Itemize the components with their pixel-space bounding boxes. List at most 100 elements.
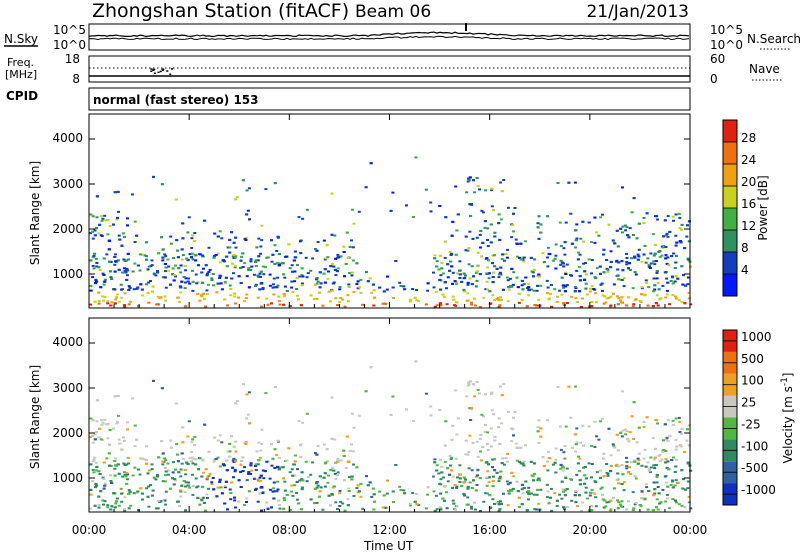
- velocity-point: [254, 488, 257, 491]
- power-point: [487, 277, 491, 280]
- velocity-point: [645, 416, 649, 419]
- power-point: [115, 293, 119, 296]
- velocity-point: [115, 497, 119, 500]
- velocity-point: [287, 447, 291, 450]
- power-point: [519, 242, 523, 245]
- power-point: [331, 282, 335, 285]
- velocity-point: [514, 442, 518, 445]
- power-point: [466, 281, 470, 284]
- power-point: [190, 247, 194, 249]
- power-point: [245, 189, 249, 192]
- velocity-point: [181, 426, 185, 429]
- velocity-point: [359, 495, 363, 498]
- power-point: [554, 254, 558, 257]
- power-point: [335, 270, 339, 273]
- power-point: [260, 239, 264, 242]
- velocity-point: [664, 438, 668, 441]
- velocity-point: [507, 410, 510, 413]
- velocity-point: [553, 461, 557, 464]
- velocity-point: [562, 469, 566, 472]
- velocity-point: [226, 450, 230, 453]
- power-point: [609, 305, 612, 308]
- power-point: [670, 255, 674, 257]
- velocity-point: [98, 427, 102, 430]
- power-point: [133, 220, 137, 223]
- velocity-point: [665, 436, 669, 439]
- velocity-point: [583, 474, 587, 477]
- power-point: [443, 281, 447, 284]
- power-point: [233, 295, 237, 298]
- power-point: [576, 301, 580, 303]
- velocity-point: [331, 493, 334, 496]
- velocity-point: [205, 493, 209, 496]
- power-point: [587, 258, 591, 261]
- power-point: [357, 210, 361, 213]
- power-point: [451, 220, 455, 223]
- velocity-point: [450, 469, 454, 472]
- power-point: [466, 283, 470, 286]
- velocity-point: [445, 491, 448, 494]
- power-point: [164, 299, 168, 302]
- velocity-point: [200, 475, 204, 478]
- power-point: [338, 301, 342, 303]
- velocity-point: [647, 468, 651, 471]
- velocity-point: [671, 486, 675, 489]
- velocity-point: [415, 493, 419, 495]
- velocity-point: [210, 483, 214, 486]
- velocity-point: [643, 448, 647, 451]
- velocity-point: [573, 490, 577, 492]
- power-point: [446, 263, 450, 266]
- power-panel-frame: [88, 113, 691, 309]
- power-point: [290, 264, 294, 267]
- power-point: [671, 215, 675, 218]
- power-point: [244, 239, 248, 241]
- velocity-point: [565, 488, 569, 491]
- power-point: [634, 273, 638, 276]
- power-point: [149, 280, 152, 282]
- power-point: [563, 253, 567, 256]
- power-point: [304, 256, 308, 259]
- power-point: [91, 264, 95, 267]
- power-point: [366, 280, 370, 283]
- velocity-point: [498, 442, 502, 445]
- power-point: [541, 252, 545, 255]
- power-point: [657, 288, 661, 291]
- velocity-point: [609, 508, 613, 511]
- power-point: [486, 227, 490, 230]
- velocity-point: [417, 504, 421, 507]
- velocity-point: [469, 419, 473, 421]
- power-point: [530, 270, 534, 273]
- velocity-point: [600, 486, 604, 489]
- velocity-point: [515, 446, 519, 449]
- power-point: [464, 235, 468, 238]
- colorbar-tick-label: 1000: [741, 330, 772, 344]
- velocity-point: [113, 474, 117, 477]
- power-point: [405, 204, 408, 207]
- power-point: [438, 254, 442, 257]
- power-point: [590, 259, 594, 261]
- velocity-point: [487, 463, 490, 466]
- velocity-point: [620, 464, 624, 467]
- power-point: [514, 238, 518, 241]
- velocity-point: [424, 392, 428, 395]
- velocity-point: [511, 487, 515, 490]
- colorbar-block: [723, 252, 737, 274]
- power-point: [318, 291, 322, 294]
- velocity-point: [433, 461, 437, 464]
- velocity-point: [283, 489, 287, 492]
- velocity-point: [193, 444, 197, 446]
- power-point: [491, 262, 494, 265]
- power-point: [132, 288, 136, 291]
- velocity-point: [633, 475, 637, 478]
- power-point: [574, 246, 578, 249]
- velocity-point: [609, 509, 612, 512]
- velocity-point: [440, 471, 444, 474]
- velocity-point: [604, 505, 608, 508]
- power-point: [569, 212, 573, 215]
- velocity-point: [441, 476, 445, 479]
- power-point: [668, 303, 672, 306]
- power-point: [652, 277, 656, 280]
- power-point: [479, 229, 483, 232]
- velocity-point: [194, 463, 198, 466]
- velocity-point: [573, 385, 577, 388]
